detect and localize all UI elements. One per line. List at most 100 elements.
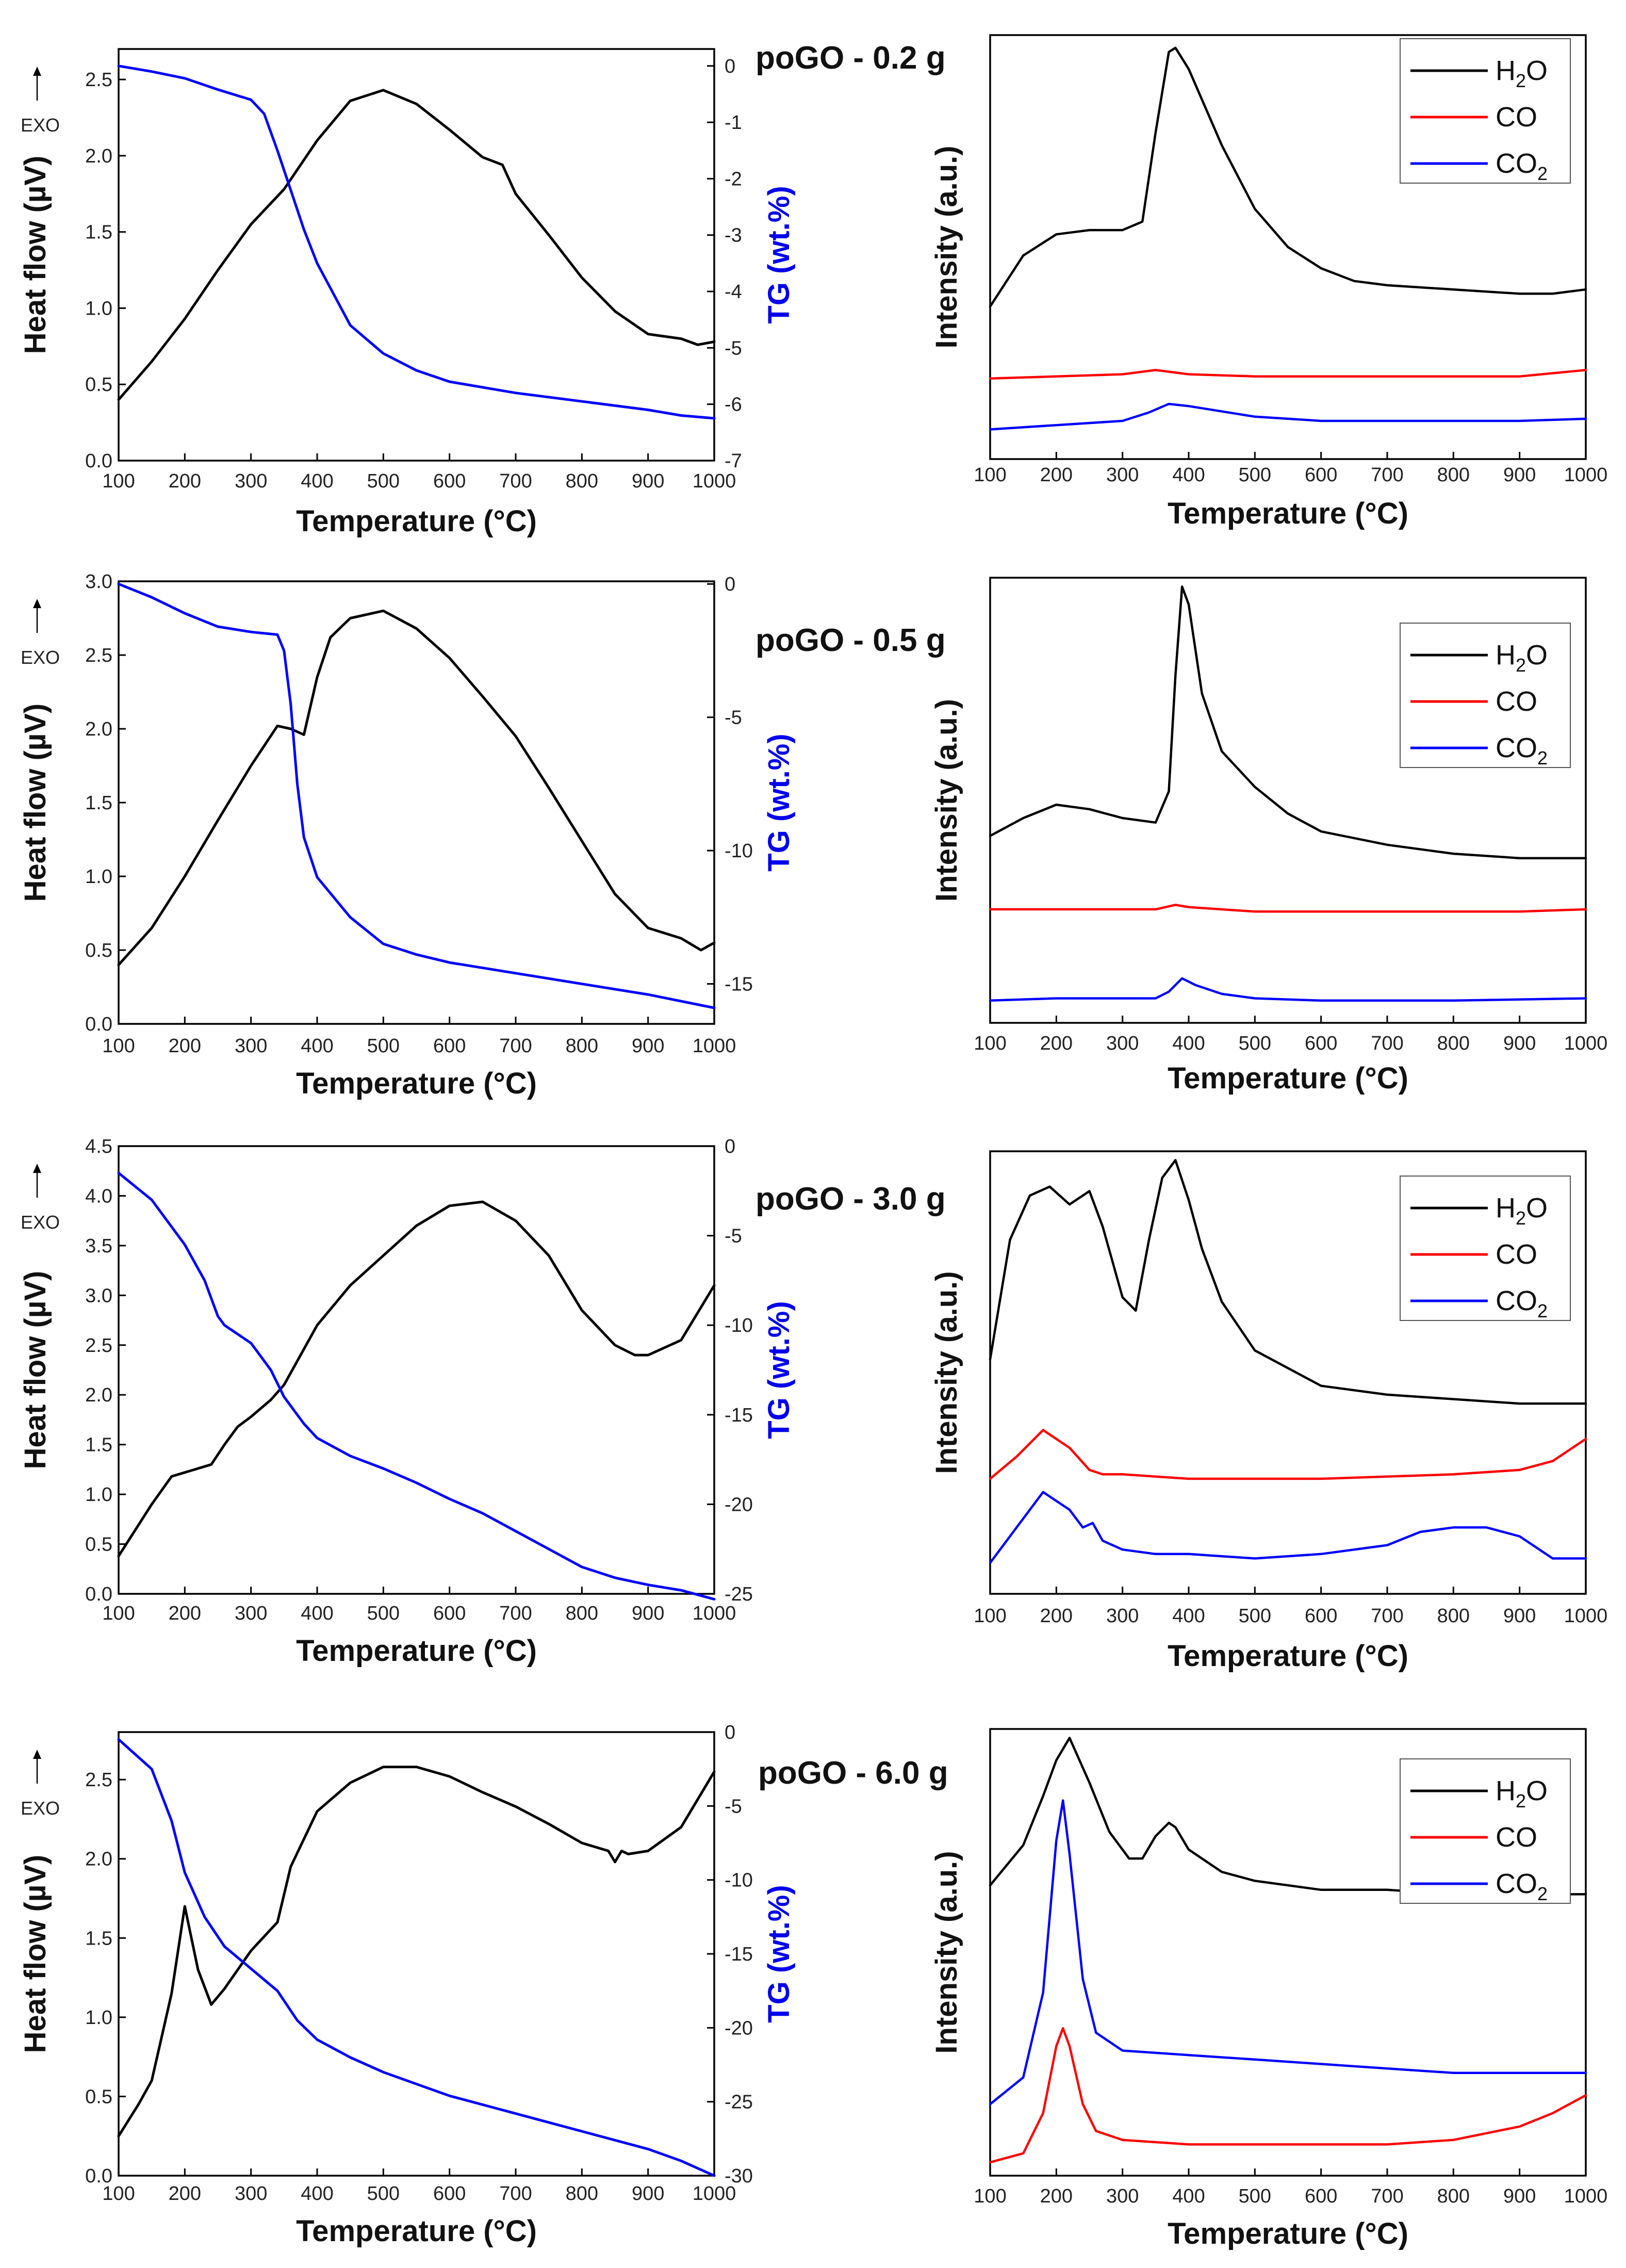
panel-3-exo-arrow-head — [33, 1164, 41, 1173]
panel-2-dsc-xtick-label: 400 — [301, 1035, 333, 1057]
panel-4-ms-xtick-label: 1000 — [1564, 2185, 1608, 2207]
panel-4-exo-label: EXO — [21, 1798, 60, 1819]
panel-3-ms-xtick-label: 300 — [1106, 1605, 1139, 1627]
panel-2-dsc-xtick-label: 1000 — [693, 1035, 736, 1057]
panel-1-dsc-xtick-label: 1000 — [693, 470, 736, 492]
panel-1-dsc-xtick-label: 500 — [367, 470, 400, 492]
panel-3-exo-label: EXO — [21, 1212, 60, 1233]
panel-2-tg-tick-label: -10 — [725, 840, 753, 862]
panel-3-ms-frame — [989, 1150, 1587, 1595]
panel-2-ms-x-axis-title: Temperature (°C) — [1168, 1062, 1408, 1095]
panel-1-ms-xtick-label: 600 — [1305, 464, 1337, 486]
panel-3-tg-tick-label: 0 — [725, 1136, 735, 1157]
panel-3-ms-h2o-line — [989, 1159, 1587, 1405]
panel-3-dsc-xtick-label: 100 — [102, 1603, 135, 1624]
panel-1-ms-xtick-label: 300 — [1106, 464, 1139, 486]
panel-4-intensity-axis-title: Intensity (a.u.) — [930, 1851, 963, 2053]
panel-1-ms-xtick-label: 100 — [974, 464, 1006, 486]
panel-2-dsc-xtick-label: 500 — [367, 1035, 400, 1057]
panel-4-ms-xtick-label: 500 — [1239, 2185, 1271, 2207]
panel-1-tg-tick-label: 0 — [725, 56, 735, 77]
panel-1-tg-tick-label: -7 — [725, 450, 742, 472]
panel-4-heatflow-tick-label: 1.5 — [85, 1928, 112, 1949]
panel-4-heatflow-line — [117, 1766, 716, 2138]
panel-2-tg-tick-label: 0 — [725, 574, 735, 595]
panel-3-ms-xtick-label: 800 — [1437, 1605, 1470, 1627]
panel-2-ms-xtick-label: 300 — [1106, 1033, 1139, 1054]
panel-4-dsc-xtick-label: 100 — [102, 2183, 135, 2205]
panel-4-tg-axis-title: TG (wt.%) — [762, 1885, 796, 2022]
panel-4-ms-xtick-label: 100 — [974, 2185, 1006, 2207]
panel-3-ms-xtick-label: 500 — [1239, 1605, 1271, 1627]
panel-3-dsc-xtick-label: 300 — [235, 1603, 267, 1624]
panel-4-dsc-xtick-label: 400 — [301, 2183, 333, 2205]
panel-4-tg-tick-label: -5 — [725, 1796, 742, 1817]
panel-1-dsc-xtick-label: 700 — [499, 470, 532, 492]
panel-3-heatflow-tick-label: 2.5 — [85, 1335, 112, 1357]
panel-4-legend-box — [1400, 1758, 1571, 1904]
panel-2-legend-h2o-label: H2O — [1496, 640, 1548, 676]
panel-2-dsc-x-axis-title: Temperature (°C) — [296, 1067, 537, 1100]
panel-1-exo-label: EXO — [21, 115, 60, 136]
panel-4-ms-x-axis-title: Temperature (°C) — [1168, 2217, 1408, 2250]
panel-1-heatflow-tick-label: 2.0 — [85, 145, 112, 167]
panel-2-exo-arrow-head — [33, 599, 41, 608]
panel-1-legend-h2o-label: H2O — [1496, 55, 1548, 91]
panel-4-sample-label: poGO - 6.0 g — [758, 1755, 948, 1791]
panel-1-heatflow-line — [117, 89, 716, 401]
panel-1-ms-co-line — [989, 369, 1587, 380]
panel-4-ms-xtick-label: 200 — [1040, 2185, 1073, 2207]
panel-2-legend-co-label: CO — [1496, 686, 1537, 717]
panel-1-heatflow-axis-title: Heat flow (µV) — [19, 156, 52, 354]
panel-4-ms-xtick-label: 900 — [1503, 2185, 1536, 2207]
panel-2-sample-label: poGO - 0.5 g — [755, 623, 946, 658]
panel-4-ms-xtick-label: 400 — [1172, 2185, 1205, 2207]
panel-1-ms-xtick-label: 800 — [1437, 464, 1470, 486]
panel-4-dsc-xtick-label: 800 — [566, 2183, 598, 2205]
panel-4-ms-frame — [989, 1728, 1587, 2177]
panel-3-dsc-xtick-label: 800 — [566, 1603, 598, 1624]
panel-2-ms-xtick-label: 200 — [1040, 1033, 1073, 1054]
panel-3-ms-xtick-label: 600 — [1305, 1605, 1337, 1627]
panel-1-tg-axis-title: TG (wt.%) — [762, 186, 796, 323]
panel-3-dsc-x-axis-title: Temperature (°C) — [296, 1634, 537, 1668]
panel-3-heatflow-tick-label: 3.0 — [85, 1285, 112, 1307]
panel-1-tg-line — [117, 64, 716, 420]
panel-4-dsc-xtick-label: 200 — [169, 2183, 201, 2205]
panel-4-heatflow-tick-label: 2.0 — [85, 1849, 112, 1870]
panel-2-tg-axis-title: TG (wt.%) — [762, 733, 796, 871]
panel-4-tg-line — [117, 1738, 716, 2177]
panel-4-heatflow-tick-label: 2.5 — [85, 1769, 112, 1791]
panel-1-ms-xtick-label: 700 — [1371, 464, 1403, 486]
panel-1-dsc-tg-frame — [118, 48, 715, 462]
panel-4-dsc-tg-frame — [118, 1731, 715, 2177]
panel-2-heatflow-tick-label: 1.5 — [85, 792, 112, 814]
panel-2-dsc-xtick-label: 900 — [632, 1035, 664, 1057]
panel-2-ms-xtick-label: 500 — [1239, 1033, 1271, 1054]
panel-4-ms-h2o-line — [989, 1737, 1587, 1896]
panel-3-ms-xtick-label: 400 — [1172, 1605, 1205, 1627]
panel-3-tg-tick-label: -20 — [725, 1494, 753, 1515]
panel-1-dsc-xtick-label: 400 — [301, 470, 333, 492]
panel-1-sample-label: poGO - 0.2 g — [755, 40, 946, 76]
panel-2-legend-box — [1400, 623, 1571, 768]
panel-1-tg-tick-label: -5 — [725, 337, 742, 359]
panel-1-tg-tick-label: -1 — [725, 112, 742, 134]
panel-3-ms-x-axis-title: Temperature (°C) — [1168, 1639, 1408, 1673]
panel-2-ms-co-line — [989, 904, 1587, 913]
panel-3-legend-box — [1400, 1176, 1571, 1321]
panel-4-dsc-xtick-label: 700 — [499, 2183, 532, 2205]
panel-3-ms-xtick-label: 700 — [1371, 1605, 1403, 1627]
panel-1-ms-co2-line — [989, 402, 1587, 431]
panel-1-dsc-xtick-label: 100 — [102, 470, 135, 492]
panel-3-ms-xtick-label: 1000 — [1564, 1605, 1608, 1627]
panel-1-dsc-xtick-label: 600 — [433, 470, 466, 492]
panel-1-ms-xtick-label: 500 — [1239, 464, 1271, 486]
panel-4-ms-co2-line — [989, 1799, 1587, 2106]
panel-4-dsc-xtick-label: 500 — [367, 2183, 400, 2205]
panel-2-ms-xtick-label: 700 — [1371, 1033, 1403, 1054]
panel-3-ms-xtick-label: 900 — [1503, 1605, 1536, 1627]
panel-3-dsc-xtick-label: 500 — [367, 1603, 400, 1624]
panel-1-legend-box — [1400, 38, 1571, 184]
panel-4-heatflow-tick-label: 0.5 — [85, 2086, 112, 2108]
